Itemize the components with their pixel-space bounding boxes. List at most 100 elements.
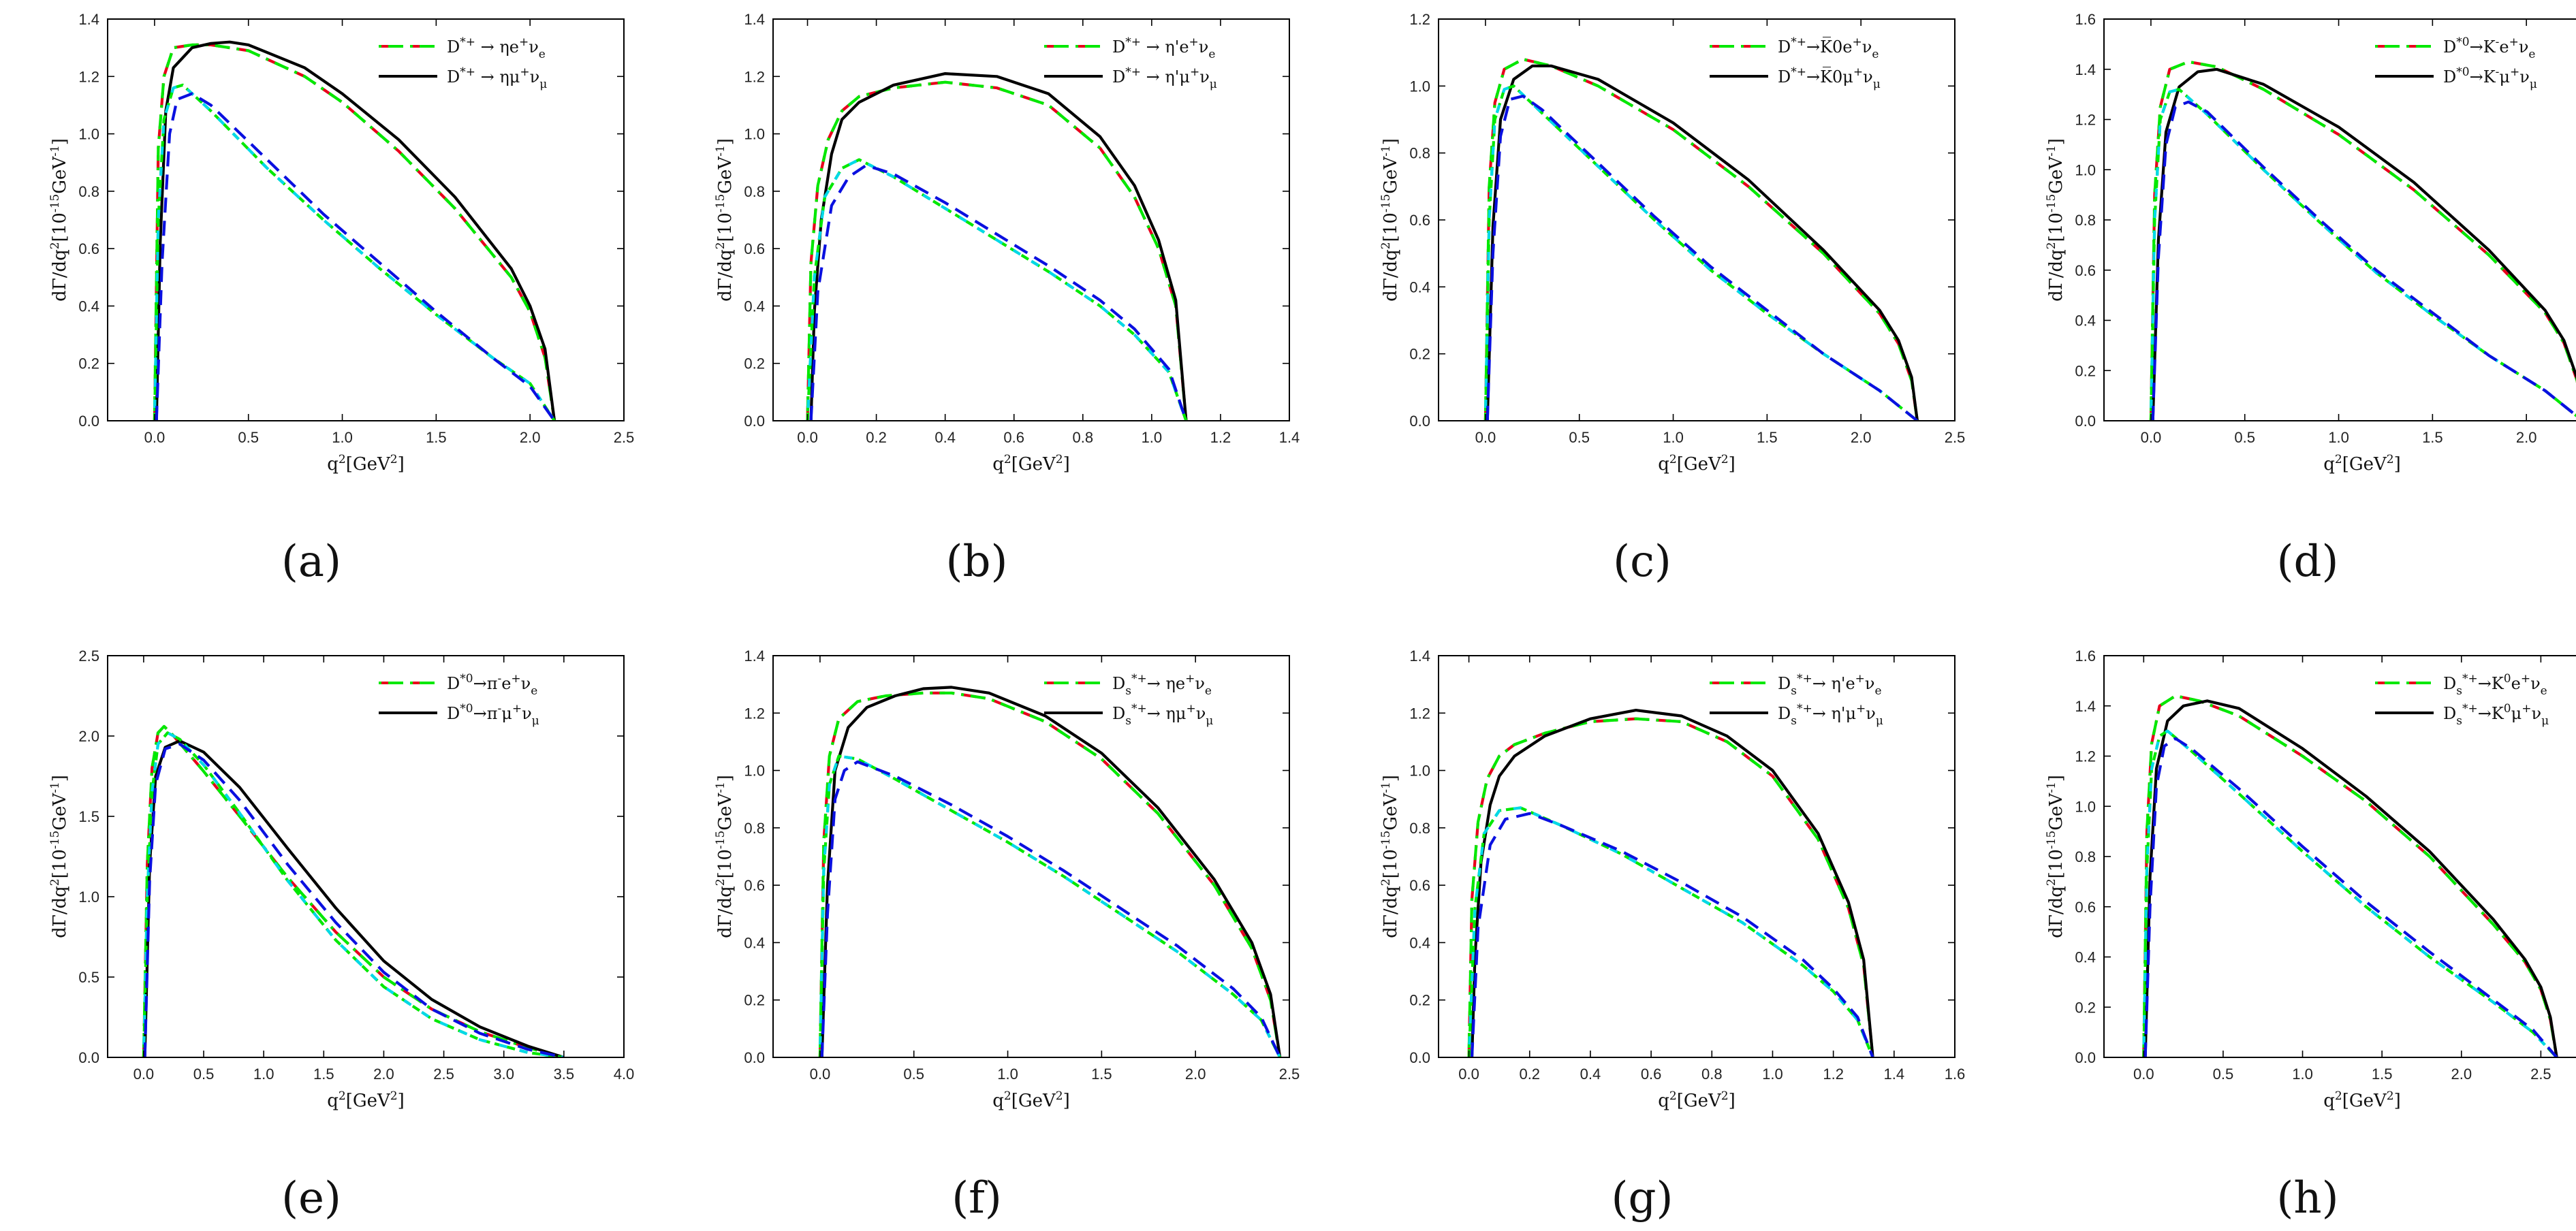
panel-h: 0.00.51.01.52.02.53.00.00.20.40.60.81.01… [2045, 648, 2576, 1224]
x-tick-label: 0.0 [2133, 1066, 2154, 1083]
y-axis-label: dΓ/dq2[10-15GeV-1] [714, 138, 736, 302]
x-tick-label: 2.5 [614, 429, 635, 446]
x-axis-label: q2[GeV2] [2323, 453, 2401, 475]
x-tick-label: 1.0 [1142, 429, 1163, 446]
x-axis-label: q2[GeV2] [327, 453, 405, 475]
x-tick-label: 0.4 [934, 429, 956, 446]
x-tick-label: 0.8 [1701, 1066, 1723, 1083]
series-line-k [143, 739, 565, 1057]
y-tick-label: 0.0 [1409, 413, 1430, 430]
y-tick-label: 2.5 [78, 648, 99, 665]
y-axis-label: dΓ/dq2[10-15GeV-1] [48, 138, 70, 302]
x-tick-label: 1.0 [253, 1066, 274, 1083]
series-line-k [820, 686, 1282, 1057]
subcaption: (d) [2277, 537, 2339, 587]
y-tick-label: 0.8 [1409, 145, 1430, 162]
legend: D*+ → η'e+νe D*+ → η'μ+νμ [1044, 35, 1217, 91]
x-tick-label: 3.0 [493, 1066, 514, 1083]
x-tick-label: 1.5 [1091, 1066, 1112, 1083]
x-tick-label: 1.0 [332, 429, 353, 446]
x-tick-label: 1.5 [2372, 1066, 2393, 1083]
x-tick-label: 0.6 [1003, 429, 1024, 446]
series-group [2142, 694, 2558, 1057]
legend-entry: D*+ → η'e+νe [1112, 35, 1215, 61]
x-tick-label: 0.0 [1475, 429, 1496, 446]
x-tick-label: 0.5 [1569, 429, 1590, 446]
y-tick-label: 1.2 [78, 68, 99, 85]
y-tick-label: 2.0 [78, 728, 99, 745]
x-tick-label: 2.0 [1851, 429, 1872, 446]
y-tick-label: 1.0 [1409, 78, 1430, 95]
series-line-rg [153, 43, 556, 421]
series-group [153, 40, 556, 421]
legend-entry: D*+→K̅0e+νe [1778, 35, 1879, 61]
legend-entry: Ds*+→ ηe+νe [1112, 672, 1212, 698]
legend: D*+→K̅0e+νe D*+→K̅0μ+νμ [1710, 35, 1881, 91]
series-line-b [2151, 100, 2576, 421]
series-line-gc [142, 731, 565, 1057]
series-line-gc [2142, 729, 2558, 1057]
y-tick-label: 0.6 [2075, 262, 2096, 279]
x-tick-label: 0.5 [193, 1066, 215, 1083]
series-line-rg-overlay [142, 724, 565, 1057]
y-tick-label: 1.4 [744, 648, 765, 665]
x-tick-label: 0.0 [1458, 1066, 1479, 1083]
series-line-rg [818, 691, 1282, 1057]
subcaption: (b) [946, 537, 1008, 587]
plot-frame [1438, 655, 1955, 1058]
y-tick-label: 0.8 [78, 183, 99, 200]
y-tick-label: 0.6 [78, 240, 99, 257]
x-tick-label: 0.8 [1073, 429, 1094, 446]
y-tick-label: 0.0 [78, 413, 99, 430]
y-tick-label: 1.0 [78, 889, 99, 906]
series-line-gc-overlay [818, 754, 1282, 1057]
subcaption: (c) [1613, 537, 1671, 587]
y-tick-label: 0.5 [78, 969, 99, 986]
y-tick-label: 0.6 [2075, 899, 2096, 916]
x-tick-label: 4.0 [614, 1066, 635, 1083]
x-axis-label: q2[GeV2] [992, 453, 1070, 475]
y-tick-label: 0.0 [78, 1049, 99, 1066]
y-tick-label: 0.8 [744, 820, 765, 837]
x-tick-label: 1.4 [1884, 1066, 1905, 1083]
legend-entry: D*0→K-μ+νμ [2443, 65, 2537, 91]
plot-frame [107, 18, 625, 421]
subcaption: (e) [281, 1173, 341, 1224]
legend-entry: D*+→K̅0μ+νμ [1778, 65, 1881, 91]
legend: D*0→K-e+νe D*0→K-μ+νμ [2375, 35, 2537, 91]
y-tick-label: 1.6 [2075, 648, 2096, 665]
y-tick-label: 0.4 [78, 298, 99, 315]
series-line-rg [1467, 717, 1874, 1057]
x-tick-label: 0.6 [1641, 1066, 1662, 1083]
series-line-b [1486, 95, 1919, 421]
series-line-gc-overlay [153, 83, 556, 421]
subcaption: (f) [952, 1173, 1002, 1224]
y-tick-label: 1.4 [1409, 648, 1430, 665]
y-tick-label: 0.4 [744, 298, 765, 315]
series-line-gc-overlay [2142, 729, 2558, 1057]
panel-d: 0.00.51.01.52.02.50.00.20.40.60.81.01.21… [2045, 11, 2576, 587]
y-tick-label: 1.2 [2075, 748, 2096, 765]
plot-frame [772, 655, 1290, 1058]
plot-frame [107, 655, 625, 1058]
y-tick-label: 1.0 [2075, 161, 2096, 178]
legend-entry: Ds*+→ η'μ+νμ [1778, 702, 1883, 728]
y-tick-label: 1.0 [2075, 798, 2096, 815]
x-tick-label: 2.0 [1185, 1066, 1206, 1083]
y-tick-label: 1.0 [744, 126, 765, 143]
x-tick-label: 0.5 [238, 429, 259, 446]
x-tick-label: 0.4 [1580, 1066, 1601, 1083]
series-line-b [2143, 737, 2558, 1057]
legend-entry: Ds*+→K0μ+νμ [2443, 702, 2549, 728]
panel-b: 0.0 0.2 0.4 0.6 0.8 1.0 1.2 1.4 0.0 0.2 0.4 0.6 0.8 1… [714, 11, 1300, 587]
panel-g: 0.0 0.2 0.4 0.6 0.8 1.0 1.2 1.4 1.6 0.0 0.2 0.4 0.6 0… [1379, 648, 1965, 1224]
panel-f: 0.0 0.5 1.0 1.5 2.0 2.5 0.0 0.2 0.4 0.6 0.8 1.0 1.2 1… [714, 648, 1300, 1224]
y-tick-label: 0.6 [1409, 212, 1430, 229]
y-tick-label: 0.8 [2075, 212, 2096, 229]
y-axis-label: dΓ/dq2[10-15GeV-1] [2045, 775, 2067, 938]
y-axis-label: dΓ/dq2[10-15GeV-1] [714, 775, 736, 938]
x-tick-label: 1.5 [1757, 429, 1778, 446]
legend-entry: Ds*+→K0e+νe [2443, 672, 2547, 698]
series-line-gc [806, 158, 1188, 421]
